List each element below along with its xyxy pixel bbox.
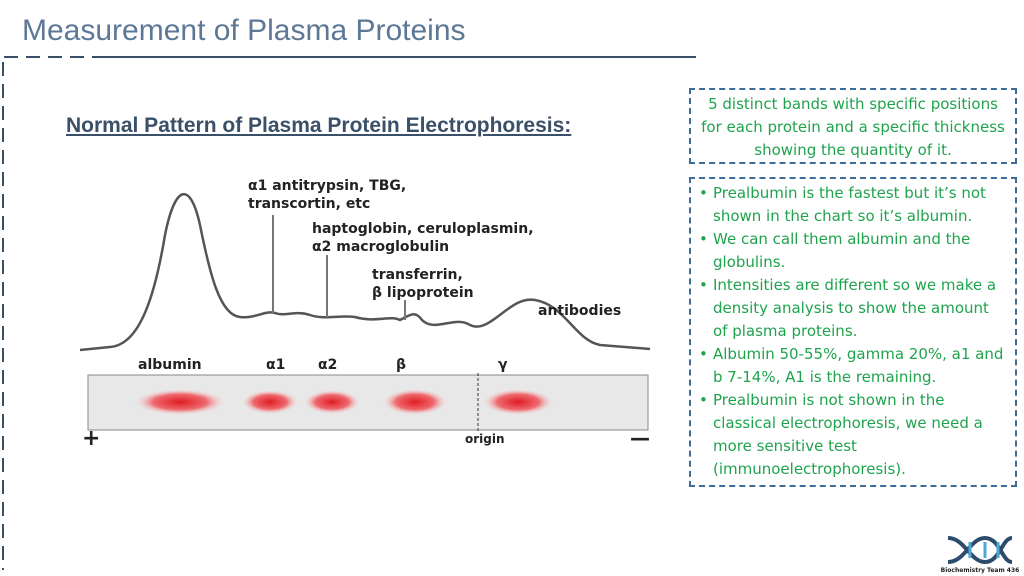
peak-label: α1 antitrypsin, TBG, bbox=[248, 178, 406, 194]
decor bbox=[2, 56, 696, 570]
subtitle: Normal Pattern of Plasma Protein Electro… bbox=[66, 114, 572, 137]
bullet: Intensities are different so we make a d… bbox=[699, 274, 1007, 343]
peak-label: β lipoprotein bbox=[372, 285, 474, 301]
density-curve bbox=[79, 192, 651, 352]
bullet-box: Prealbumin is the fastest but it’s not s… bbox=[689, 177, 1017, 487]
origin-label: origin bbox=[465, 432, 505, 446]
peak-label: α2 macroglobulin bbox=[312, 239, 449, 255]
electrophoresis-figure: α1 antitrypsin, TBG, transcortin, etc ha… bbox=[79, 178, 651, 451]
note-box: 5 distinct bands with specific positions… bbox=[689, 88, 1017, 164]
bullet: We can call them albumin and the globuli… bbox=[699, 228, 1007, 274]
peak-label: haptoglobin, ceruloplasmin, bbox=[312, 221, 534, 237]
logo-text: Biochemistry Team 436 bbox=[941, 567, 1020, 574]
band-label: albumin bbox=[138, 357, 202, 373]
band-label: β bbox=[396, 357, 406, 373]
cathode: — bbox=[630, 426, 650, 450]
band-label: α2 bbox=[318, 357, 337, 373]
anode: + bbox=[82, 426, 100, 451]
peak-label: transferrin, bbox=[372, 267, 463, 283]
logo: Biochemistry Team 436 bbox=[941, 535, 1020, 574]
bullet: Prealbumin is not shown in the classical… bbox=[699, 389, 1007, 481]
peak-label: antibodies bbox=[538, 303, 621, 319]
band-label: γ bbox=[498, 357, 508, 373]
band-label: α1 bbox=[266, 357, 285, 373]
peak-label: transcortin, etc bbox=[248, 196, 370, 212]
slide-title: Measurement of Plasma Proteins bbox=[22, 14, 466, 47]
bullet: Prealbumin is the fastest but it’s not s… bbox=[699, 182, 1007, 228]
bullet: Albumin 50-55%, gamma 20%, a1 and b 7-14… bbox=[699, 343, 1007, 389]
bullet-list: Prealbumin is the fastest but it’s not s… bbox=[699, 182, 1007, 481]
